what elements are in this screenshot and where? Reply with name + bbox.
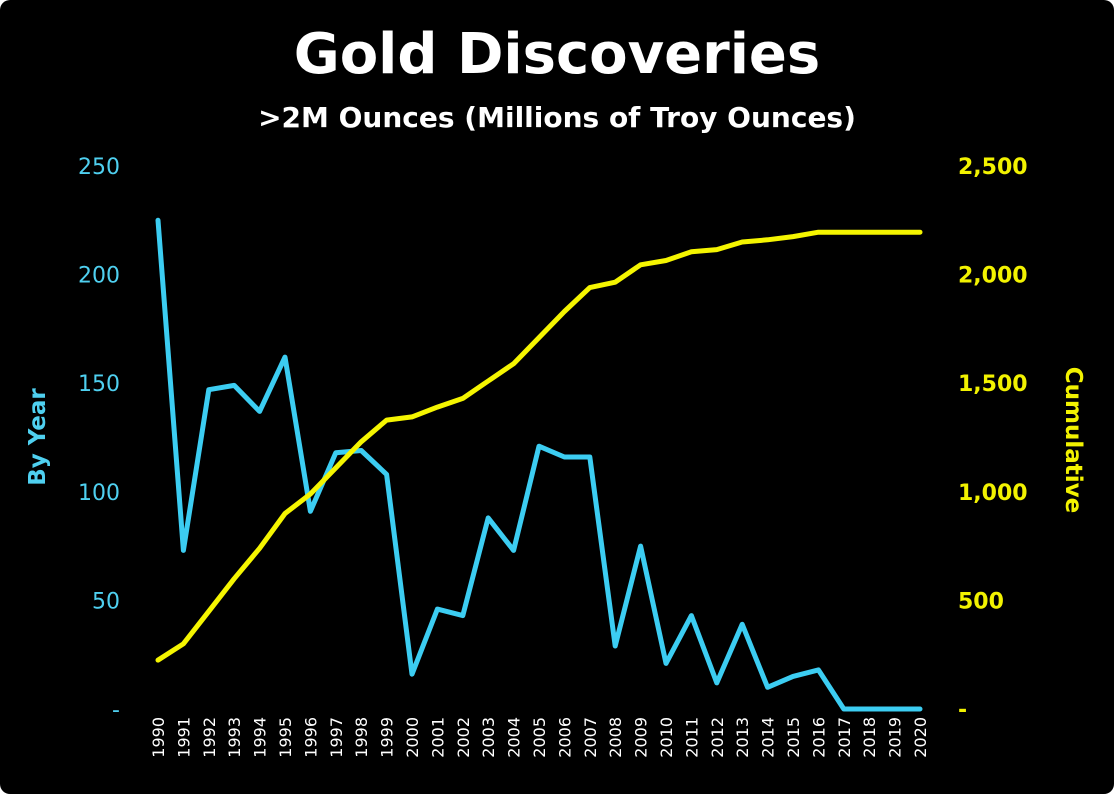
x-tick-label: 2002 (454, 717, 473, 758)
x-tick-label: 1993 (225, 717, 244, 758)
x-tick-label: 1990 (149, 717, 168, 758)
x-tick-label: 2006 (555, 717, 574, 758)
x-tick-label: 2016 (809, 717, 828, 758)
chart-title: Gold Discoveries (293, 22, 821, 87)
y-axis-label-right: Cumulative (1060, 367, 1086, 513)
y-tick-label-right: - (958, 698, 967, 723)
y-tick-label-left: - (112, 698, 120, 723)
y-tick-label-right: 500 (958, 589, 1004, 614)
x-tick-label: 1992 (200, 717, 219, 758)
x-tick-label: 2008 (606, 717, 625, 758)
x-tick-label: 1994 (251, 717, 270, 758)
y-axis-label-left: By Year (25, 388, 51, 486)
y-tick-label-left: 50 (92, 589, 120, 614)
x-tick-label: 2018 (860, 717, 879, 758)
x-tick-label: 2004 (505, 717, 524, 758)
x-tick-label: 2019 (886, 717, 905, 758)
y-tick-label-right: 2,500 (958, 155, 1028, 180)
x-tick-label: 2001 (428, 717, 447, 758)
y-tick-label-right: 1,000 (958, 481, 1028, 506)
x-tick-label: 2011 (682, 717, 701, 758)
series-line-by-year (155, 217, 923, 712)
y-tick-label-right: 1,500 (958, 372, 1028, 397)
x-tick-label: 2007 (581, 717, 600, 758)
x-tick-label: 2010 (657, 717, 676, 758)
x-tick-label: 2014 (759, 717, 778, 758)
x-tick-label: 2017 (835, 717, 854, 758)
x-tick-label: 2015 (784, 717, 803, 758)
x-tick-label: 2003 (479, 717, 498, 758)
x-tick-label: 1996 (301, 717, 320, 758)
y-tick-label-left: 150 (78, 372, 120, 397)
x-tick-label: 2000 (403, 717, 422, 758)
x-tick-label: 1999 (378, 717, 397, 758)
x-tick-label: 2020 (911, 717, 930, 758)
y-tick-label-right: 2,000 (958, 264, 1028, 289)
x-tick-label: 1998 (352, 717, 371, 758)
x-tick-label: 1995 (276, 717, 295, 758)
x-tick-label: 1997 (327, 717, 346, 758)
x-tick-label: 1991 (174, 717, 193, 758)
chart-subtitle: >2M Ounces (Millions of Troy Ounces) (258, 101, 856, 134)
series-line-cumulative (155, 229, 923, 663)
y-tick-label-left: 250 (78, 155, 120, 180)
x-tick-label: 2009 (632, 717, 651, 758)
x-tick-label: 2012 (708, 717, 727, 758)
y-tick-label-left: 100 (78, 481, 120, 506)
x-tick-label: 2013 (733, 717, 752, 758)
y-tick-label-left: 200 (78, 264, 120, 289)
x-tick-label: 2005 (530, 717, 549, 758)
